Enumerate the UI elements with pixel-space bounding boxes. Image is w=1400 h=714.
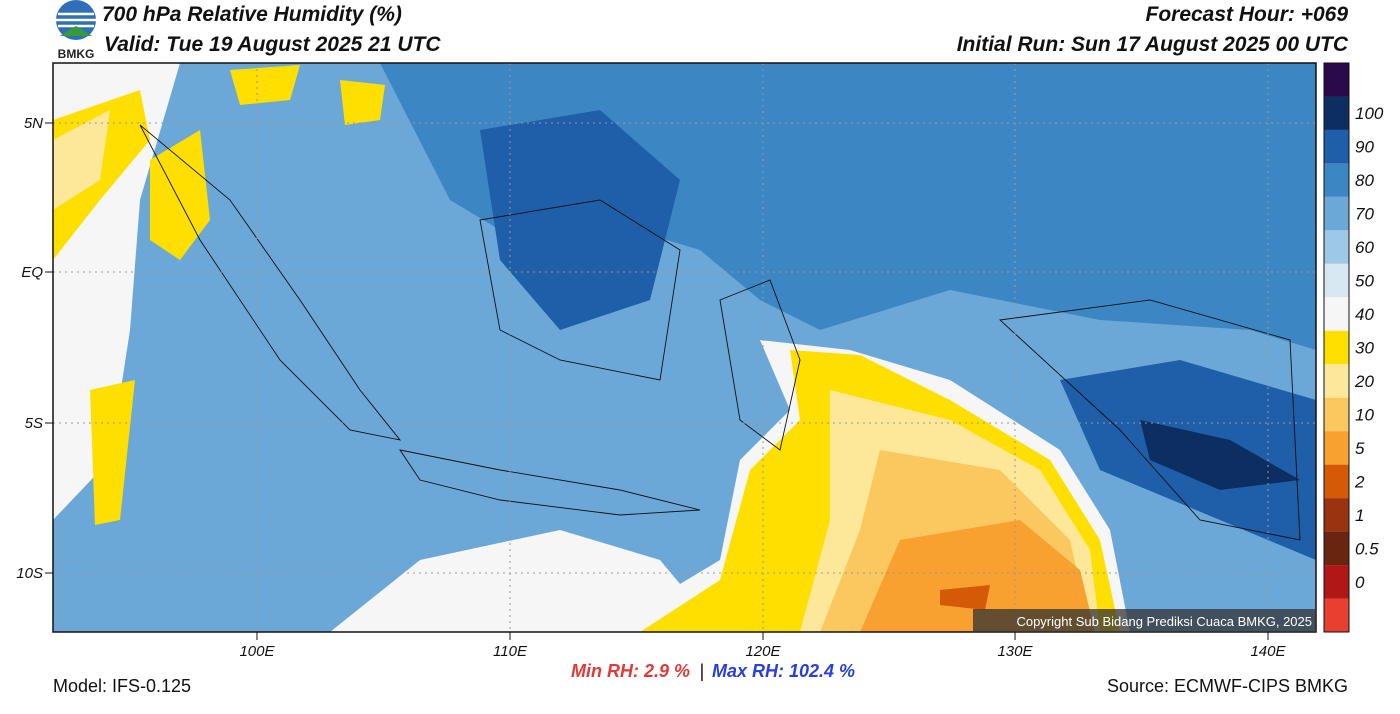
source: Source: ECMWF-CIPS BMKG — [1107, 676, 1348, 696]
colorbar-swatch — [1324, 498, 1349, 532]
copyright: Copyright Sub Bidang Prediksi Cuaca BMKG… — [1016, 614, 1312, 629]
lat-label: 5N — [24, 115, 43, 132]
colorbar-label: 90 — [1355, 138, 1374, 157]
valid-time: Valid: Tue 19 August 2025 21 UTC — [104, 33, 441, 56]
colorbar-label: 60 — [1355, 238, 1374, 257]
title: 700 hPa Relative Humidity (%) — [102, 3, 402, 26]
graticule: 5N EQ 5S 10S 100E 110E 120E 130E 140E — [16, 63, 1316, 660]
colorbar-swatch — [1324, 230, 1349, 264]
colorbar-swatch — [1324, 464, 1349, 499]
lon-label: 130E — [997, 643, 1033, 660]
colorbar-swatch — [1324, 397, 1349, 432]
colorbar-swatch — [1324, 431, 1349, 465]
logo: BMKG — [56, 0, 96, 61]
colorbar-label: 50 — [1355, 272, 1374, 291]
colorbar-label: 70 — [1355, 205, 1374, 224]
colorbar-label: 5 — [1355, 439, 1365, 458]
colorbar-swatch — [1324, 96, 1349, 130]
min-rh: Min RH: 2.9 % — [571, 661, 690, 681]
colorbar-swatch — [1324, 263, 1349, 298]
forecast-hour: Forecast Hour: +069 — [1146, 3, 1349, 26]
colorbar-swatch — [1324, 163, 1349, 197]
colorbar-label: 100 — [1355, 104, 1384, 123]
colorbar-swatch — [1324, 63, 1349, 97]
colorbar-label: 20 — [1354, 372, 1374, 391]
logo-text: BMKG — [58, 47, 95, 61]
lon-label: 100E — [239, 643, 275, 660]
lat-label: EQ — [21, 264, 43, 281]
colorbar-label: 0 — [1355, 573, 1365, 592]
colorbar-swatch — [1324, 364, 1349, 398]
colorbar: 100 90 80 70 60 50 40 30 20 10 5 2 1 0.5 0 — [1323, 62, 1384, 633]
initial-run: Initial Run: Sun 17 August 2025 00 UTC — [957, 33, 1349, 56]
colorbar-swatch — [1324, 565, 1349, 599]
lon-label: 120E — [745, 643, 781, 660]
colorbar-frame — [1323, 62, 1350, 633]
model: Model: IFS-0.125 — [53, 676, 191, 696]
colorbar-label: 80 — [1355, 171, 1374, 190]
max-rh: Max RH: 102.4 % — [712, 661, 855, 681]
colorbar-swatch — [1324, 598, 1349, 632]
separator: | — [700, 661, 705, 681]
lat-label: 10S — [16, 565, 43, 582]
colorbar-label: 30 — [1355, 339, 1374, 358]
colorbar-swatch — [1324, 531, 1349, 566]
colorbar-label: 40 — [1355, 305, 1374, 324]
colorbar-swatch — [1324, 129, 1349, 164]
copyright-box — [973, 609, 1316, 632]
colorbar-swatch — [1324, 196, 1349, 231]
colorbar-swatch — [1324, 330, 1349, 365]
lat-label: 5S — [25, 415, 43, 432]
map-frame — [52, 62, 1317, 633]
colorbar-label: 2 — [1354, 472, 1365, 491]
colorbar-label: 0.5 — [1355, 539, 1379, 558]
lon-label: 140E — [1250, 643, 1286, 660]
colorbar-swatch — [1324, 297, 1349, 331]
lon-label: 110E — [493, 643, 528, 660]
colorbar-label: 10 — [1355, 405, 1374, 424]
colorbar-label: 1 — [1355, 506, 1364, 525]
humidity-field — [53, 63, 1316, 632]
